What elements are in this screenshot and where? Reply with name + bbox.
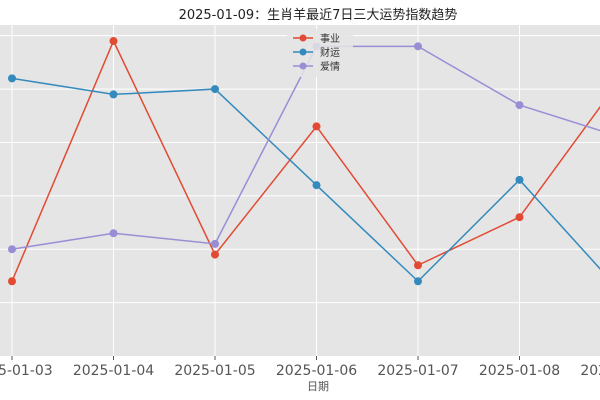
legend-marker	[299, 34, 307, 42]
data-point	[312, 181, 321, 190]
data-point	[414, 261, 422, 270]
data-point	[8, 277, 16, 286]
data-point	[211, 85, 219, 94]
data-point	[109, 229, 118, 238]
legend-marker	[299, 48, 307, 56]
x-tick-label: 2025-01-04	[73, 363, 154, 379]
legend-label: 事业	[320, 32, 340, 45]
x-tick-label: 2025-01-03	[0, 363, 53, 379]
data-point	[515, 101, 524, 110]
series-财运	[8, 74, 600, 286]
x-tick-label: 2025-01-08	[479, 363, 560, 379]
series-lines	[8, 37, 600, 286]
series-事业	[8, 37, 600, 286]
data-point	[211, 250, 219, 259]
data-point	[312, 122, 321, 131]
x-axis-label: 日期	[307, 380, 329, 393]
data-point	[515, 175, 524, 184]
legend-marker	[299, 62, 307, 70]
data-point	[414, 277, 422, 286]
gridlines	[0, 25, 600, 356]
x-tick-label: 2025-01-06	[276, 363, 357, 379]
legend-label: 财运	[320, 46, 340, 59]
data-point	[8, 74, 16, 83]
chart-title: 2025-01-09：生肖羊最近7日三大运势指数趋势	[179, 7, 458, 23]
data-point	[109, 90, 118, 99]
data-point	[8, 245, 16, 254]
plot-background	[0, 25, 600, 356]
data-point	[414, 42, 422, 51]
data-point	[211, 239, 219, 248]
x-tick-label: 2025-01-05	[174, 363, 255, 379]
x-tick-label: 2025-01-07	[377, 363, 458, 379]
x-tick-labels: 2025-01-03 2025-01-04 2025-01-05 2025-01-06…	[0, 356, 600, 379]
x-tick-label: 2025-01-09	[580, 363, 600, 379]
data-point	[515, 213, 524, 222]
data-point	[109, 37, 118, 46]
legend-label: 爱情	[320, 60, 340, 73]
